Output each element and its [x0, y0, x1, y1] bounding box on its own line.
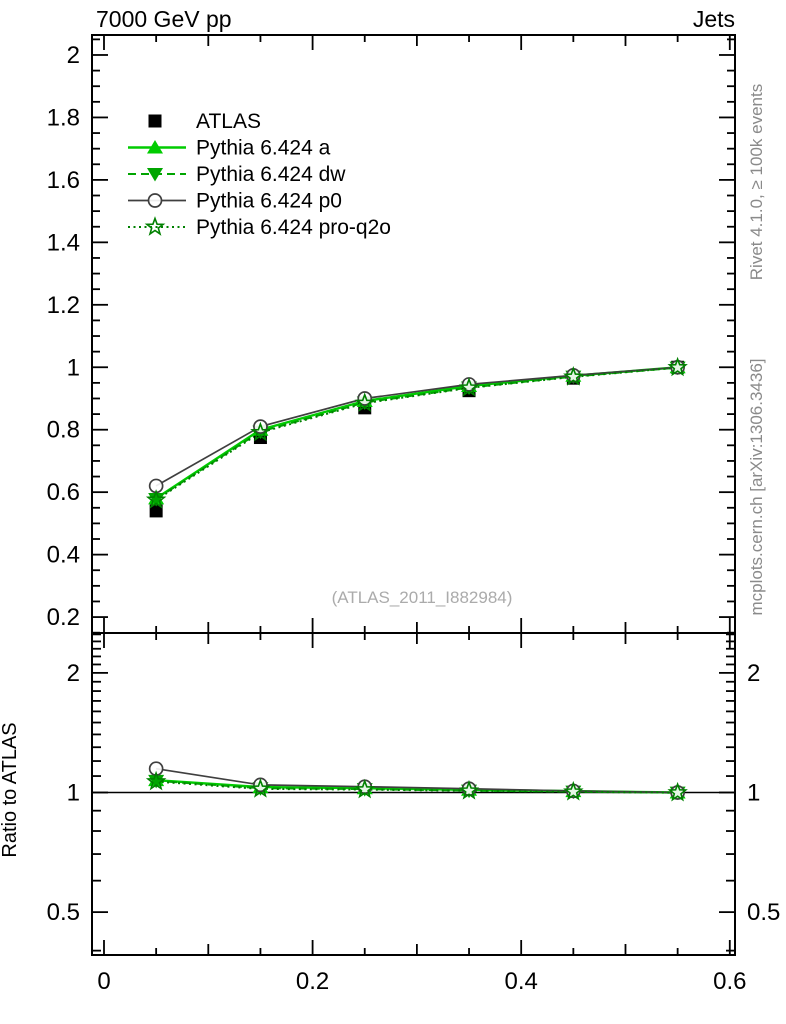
- legend-label-1: Pythia 6.424 a: [196, 137, 331, 160]
- ratio-y-tick-label-left: 2: [67, 660, 80, 687]
- ratio-y-tick-label-left: 1: [67, 780, 80, 807]
- ratio-axis-label: Ratio to ATLAS: [0, 722, 21, 857]
- series-marker-main-4: [563, 366, 584, 386]
- chart-layer: 0 0.2 0.4 0.6 2 1.8 1.6 1.4 1.2 1 0.8 0.6 0.4 0.2 2 2 1 1…: [47, 34, 780, 995]
- ratio-y-tick-label-left: 0.5: [47, 899, 80, 926]
- main-y-tick-label: 1: [67, 354, 80, 381]
- ratio-panel-frame: [91, 632, 736, 956]
- main-y-tick-label: 1.2: [47, 292, 80, 319]
- main-y-tick-label: 1.4: [47, 229, 80, 256]
- plot-title-left: 7000 GeV pp: [96, 6, 232, 32]
- legend-marker-3: [147, 193, 163, 208]
- main-y-tick-label: 0.2: [47, 604, 80, 631]
- series-marker-main-4: [667, 356, 688, 377]
- legend-label-4: Pythia 6.424 pro-q2o: [196, 216, 391, 239]
- ratio-y-tick-label-right: 0.5: [747, 899, 780, 926]
- series-line-main-3: [155, 366, 678, 487]
- series-line-main-1: [155, 366, 678, 500]
- x-tick-label: 0.6: [713, 968, 746, 995]
- legend-marker-0: [148, 114, 162, 128]
- series-marker-ratio-3: [354, 778, 376, 799]
- main-panel-frame: [91, 34, 736, 634]
- main-y-tick-label: 1.8: [47, 104, 80, 131]
- series-marker-ratio-3: [563, 780, 584, 801]
- legend-label-0: ATLAS: [196, 110, 261, 133]
- series-line-ratio-3: [156, 780, 678, 794]
- legend-label-2: Pythia 6.424 dw: [196, 163, 346, 186]
- ratio-y-tick-label-right: 1: [747, 780, 760, 807]
- analysis-watermark: (ATLAS_2011_I882984): [332, 588, 513, 607]
- ratio-y-tick-label-right: 2: [747, 660, 760, 687]
- legend-marker-4: [144, 216, 166, 236]
- series-marker-main-3: [357, 391, 373, 406]
- x-tick-label: 0: [97, 968, 110, 995]
- main-y-tick-label: 0.6: [47, 479, 80, 506]
- x-tick-label: 0.4: [505, 968, 538, 995]
- series-marker-ratio-3: [458, 779, 480, 800]
- x-tick-label: 0.2: [296, 968, 329, 995]
- series-marker-main-4: [145, 489, 167, 509]
- legend-label-3: Pythia 6.424 p0: [196, 190, 342, 213]
- series-line-main-4: [155, 366, 678, 501]
- series-marker-ratio-3: [250, 778, 271, 798]
- series-marker-ratio-3: [145, 770, 167, 791]
- main-y-tick-label: 1.6: [47, 167, 80, 194]
- series-marker-main-4: [354, 392, 376, 412]
- main-y-tick-label: 2: [67, 42, 80, 69]
- series-line-main-2: [155, 366, 678, 500]
- series-marker-main-4: [250, 421, 271, 442]
- plot-title-right: Jets: [693, 6, 735, 32]
- mcplots-arxiv-note: mcplots.cern.ch [arXiv:1306.3436]: [747, 358, 766, 615]
- main-y-tick-label: 0.8: [47, 417, 80, 444]
- main-y-tick-label: 0.4: [47, 542, 80, 569]
- series-marker-main-0: [149, 504, 163, 518]
- series-marker-ratio-3: [667, 781, 688, 802]
- series-marker-main-4: [458, 377, 480, 397]
- rivet-version-note: Rivet 4.1.0, ≥ 100k events: [747, 84, 766, 280]
- legend-marker-1: [147, 140, 163, 154]
- legend-marker-2: [147, 168, 163, 182]
